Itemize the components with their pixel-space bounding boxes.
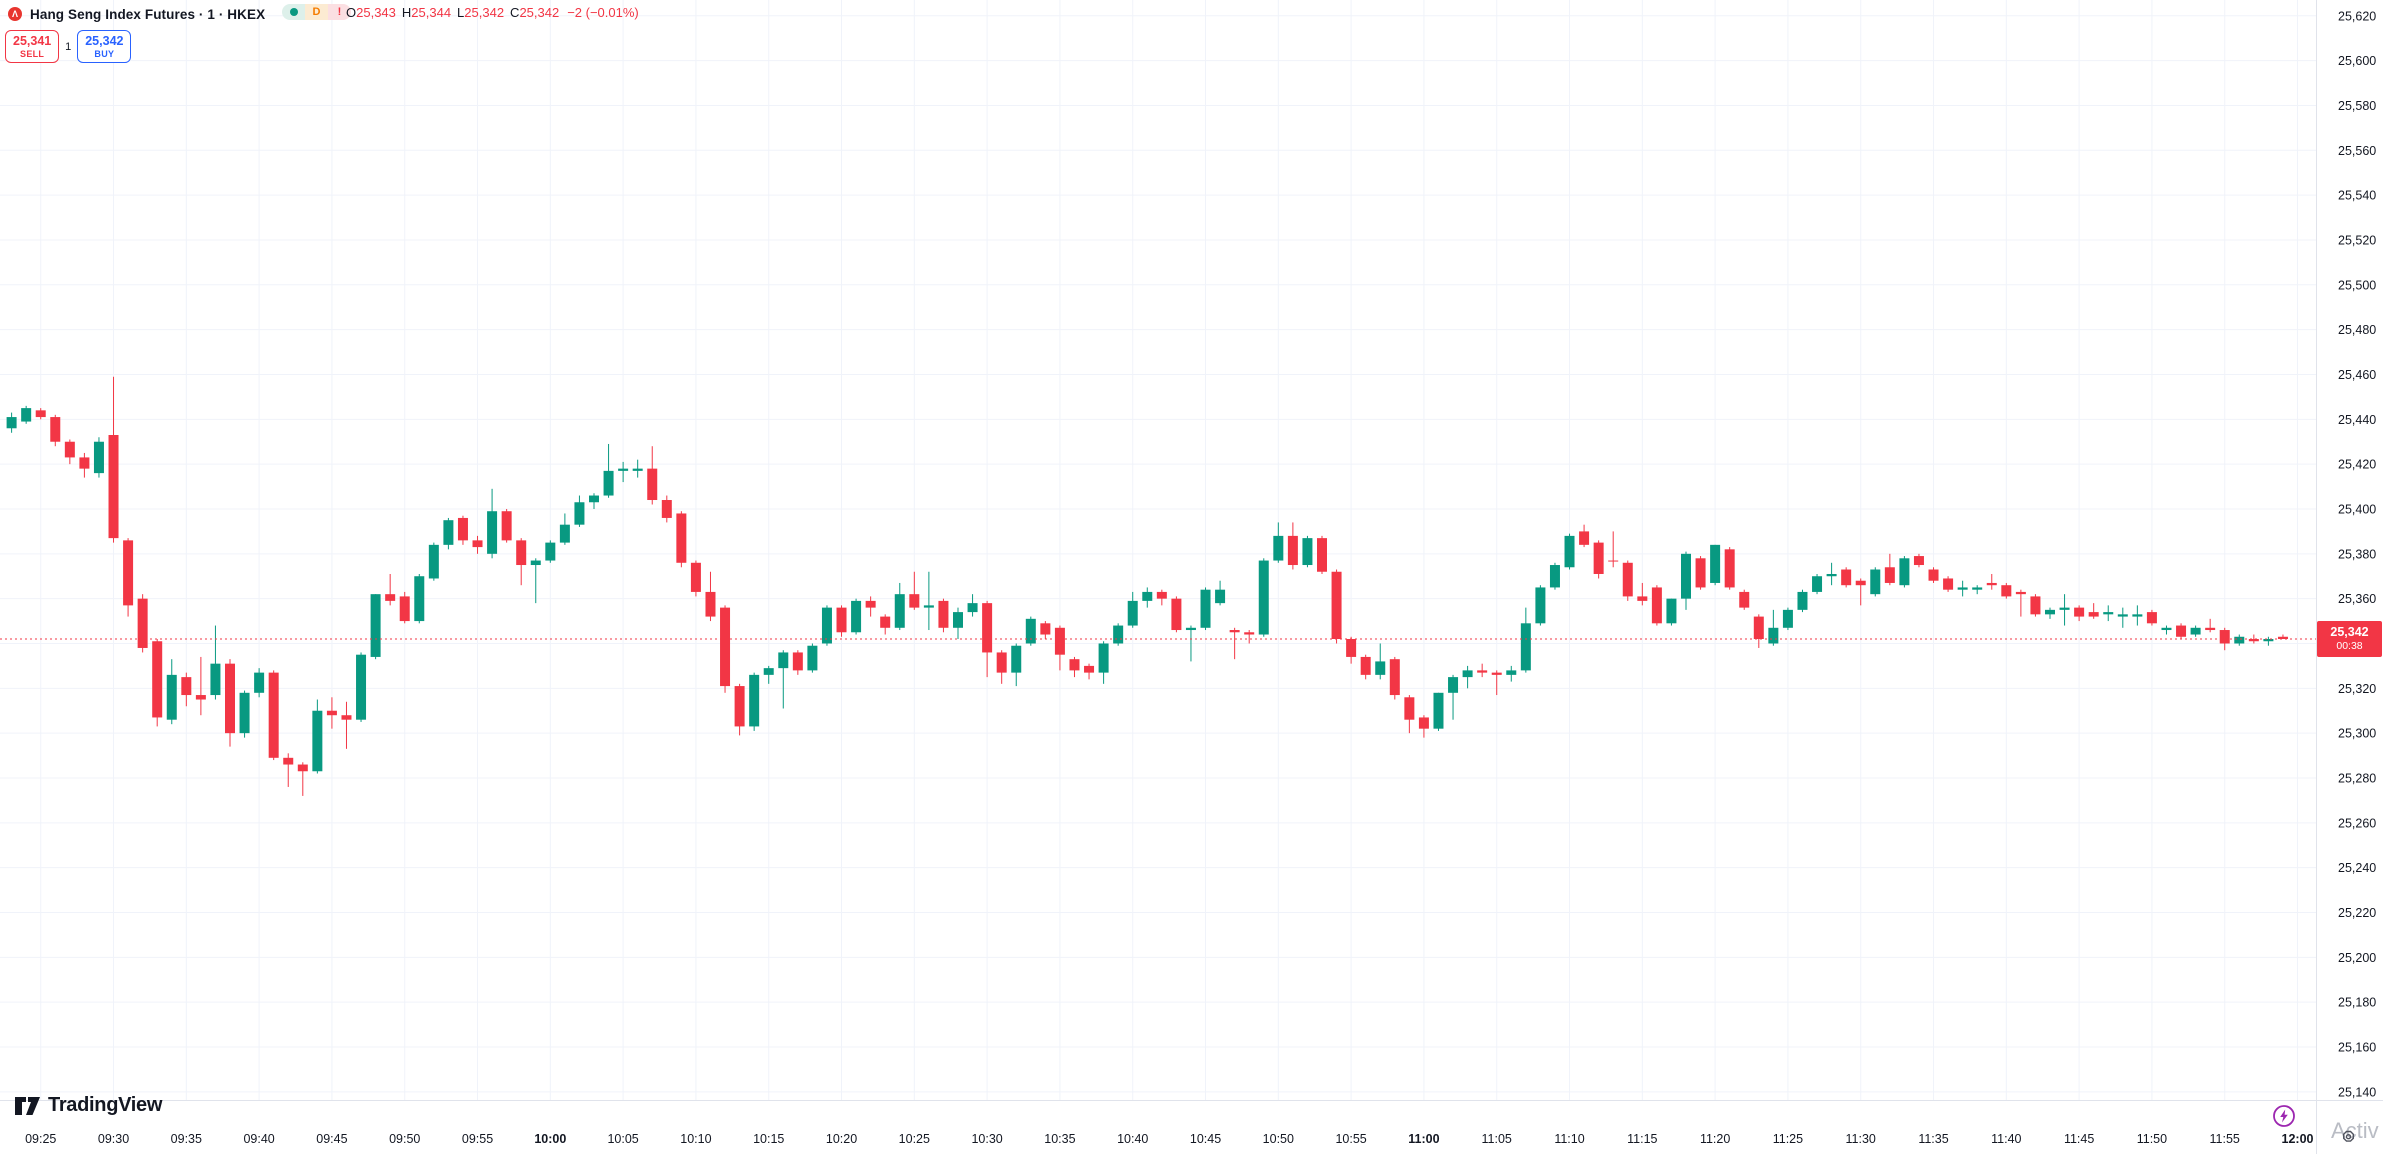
svg-text:11:30: 11:30 [1846,1132,1876,1146]
last-price-value: 25,342 [2330,625,2369,640]
tradingview-wordmark: TradingView [48,1094,163,1116]
activate-watermark: Activ [2331,1118,2379,1143]
buy-label: BUY [94,48,115,59]
svg-text:10:50: 10:50 [1263,1132,1294,1146]
time-axis[interactable]: 09:25 09:30 09:35 09:40 09:45 09:50 09:55 10:00… [25,1132,2313,1146]
svg-text:09:50: 09:50 [389,1132,420,1146]
svg-text:25,360: 25,360 [2338,592,2376,606]
svg-text:25,600: 25,600 [2338,54,2376,68]
price-axis[interactable]: 25,620 25,600 25,580 25,560 25,540 25,520 25,5… [2338,9,2376,1099]
low-value: 25,342 [464,5,505,20]
svg-text:10:45: 10:45 [1190,1132,1221,1146]
buy-price: 25,342 [85,34,124,49]
svg-text:10:20: 10:20 [826,1132,857,1146]
svg-text:11:00: 11:00 [1408,1132,1439,1146]
svg-text:25,620: 25,620 [2338,9,2376,23]
spread-value: 1 [65,40,72,53]
svg-text:10:00: 10:00 [534,1132,566,1146]
svg-text:11:20: 11:20 [1700,1132,1730,1146]
market-open-badge[interactable] [282,4,305,20]
close-value: 25,342 [519,5,560,20]
order-buttons: 25,341 SELL 1 25,342 BUY [5,30,132,63]
svg-text:10:25: 10:25 [899,1132,930,1146]
svg-text:11:10: 11:10 [1554,1132,1584,1146]
svg-text:11:05: 11:05 [1482,1132,1512,1146]
svg-text:09:25: 09:25 [25,1132,56,1146]
ohlc-readout: O25,343 H25,344 L25,342 C25,342 −2 (−0.0… [346,5,639,20]
svg-text:25,560: 25,560 [2338,144,2376,158]
candles-series [6,376,2288,796]
svg-text:11:40: 11:40 [1991,1132,2021,1146]
market-open-dot-icon [289,8,298,16]
tradingview-attribution[interactable]: TradingView [14,1094,162,1117]
symbol-title[interactable]: Hang Seng Index Futures · 1 · HKEX [30,6,266,22]
open-label: O [346,5,357,20]
open-value: 25,343 [356,5,396,20]
sell-button[interactable]: 25,341 SELL [5,30,60,63]
delayed-data-badge[interactable]: D [305,4,328,20]
gear-icon[interactable] [2340,1128,2357,1150]
svg-text:11:15: 11:15 [1627,1132,1657,1146]
svg-text:10:35: 10:35 [1044,1132,1075,1146]
svg-text:10:05: 10:05 [607,1132,638,1146]
svg-text:09:55: 09:55 [462,1132,493,1146]
svg-text:25,580: 25,580 [2338,99,2376,113]
high-value: 25,344 [411,5,452,20]
change-value: −2 (−0.01%) [567,5,639,20]
svg-text:10:15: 10:15 [753,1132,784,1146]
svg-text:25,460: 25,460 [2338,368,2376,382]
svg-text:11:25: 11:25 [1773,1132,1803,1146]
svg-text:25,140: 25,140 [2338,1085,2376,1099]
svg-text:09:35: 09:35 [171,1132,202,1146]
svg-text:25,440: 25,440 [2338,413,2376,427]
symbol-logo-icon[interactable]: Λ [8,7,22,21]
chart-gridlines [0,0,2316,1100]
buy-button[interactable]: 25,342 BUY [77,30,132,63]
symbol-status-badges: D ! [282,4,351,20]
svg-text:11:45: 11:45 [2064,1132,2094,1146]
svg-text:09:40: 09:40 [243,1132,274,1146]
realtime-flash-button[interactable] [2272,1104,2296,1128]
svg-text:09:30: 09:30 [98,1132,129,1146]
svg-text:25,500: 25,500 [2338,278,2376,292]
svg-text:25,520: 25,520 [2338,233,2376,247]
tradingview-logo-icon [15,1096,40,1115]
svg-text:10:30: 10:30 [971,1132,1002,1146]
svg-text:25,540: 25,540 [2338,189,2376,203]
svg-text:11:50: 11:50 [2137,1132,2167,1146]
symbol-header: Λ Hang Seng Index Futures · 1 · HKEX [8,4,265,24]
svg-text:10:40: 10:40 [1117,1132,1148,1146]
close-label: C [510,5,520,20]
svg-text:25,260: 25,260 [2338,816,2376,830]
sell-label: SELL [20,48,45,59]
last-price-label: 25,342 00:38 [2317,621,2382,657]
svg-text:25,320: 25,320 [2338,682,2376,696]
svg-text:25,240: 25,240 [2338,861,2376,875]
svg-text:25,400: 25,400 [2338,502,2376,516]
lightning-icon [2273,1105,2295,1127]
svg-text:10:10: 10:10 [680,1132,711,1146]
svg-text:25,160: 25,160 [2338,1040,2376,1054]
alert-badge[interactable]: ! [328,4,351,20]
svg-text:09:45: 09:45 [316,1132,347,1146]
svg-text:25,380: 25,380 [2338,547,2376,561]
svg-text:25,220: 25,220 [2338,906,2376,920]
svg-text:25,480: 25,480 [2338,323,2376,337]
svg-text:11:35: 11:35 [1918,1132,1948,1146]
svg-text:25,280: 25,280 [2338,771,2376,785]
svg-text:10:55: 10:55 [1335,1132,1366,1146]
svg-text:25,180: 25,180 [2338,996,2376,1010]
high-label: H [401,5,412,20]
sell-price: 25,341 [13,34,52,49]
bar-countdown: 00:38 [2336,640,2363,653]
svg-text:25,420: 25,420 [2338,458,2376,472]
svg-text:25,300: 25,300 [2338,727,2376,741]
low-label: L [457,5,465,20]
svg-text:25,200: 25,200 [2338,951,2376,965]
svg-text:12:00: 12:00 [2282,1132,2314,1146]
svg-text:11:55: 11:55 [2210,1132,2240,1146]
